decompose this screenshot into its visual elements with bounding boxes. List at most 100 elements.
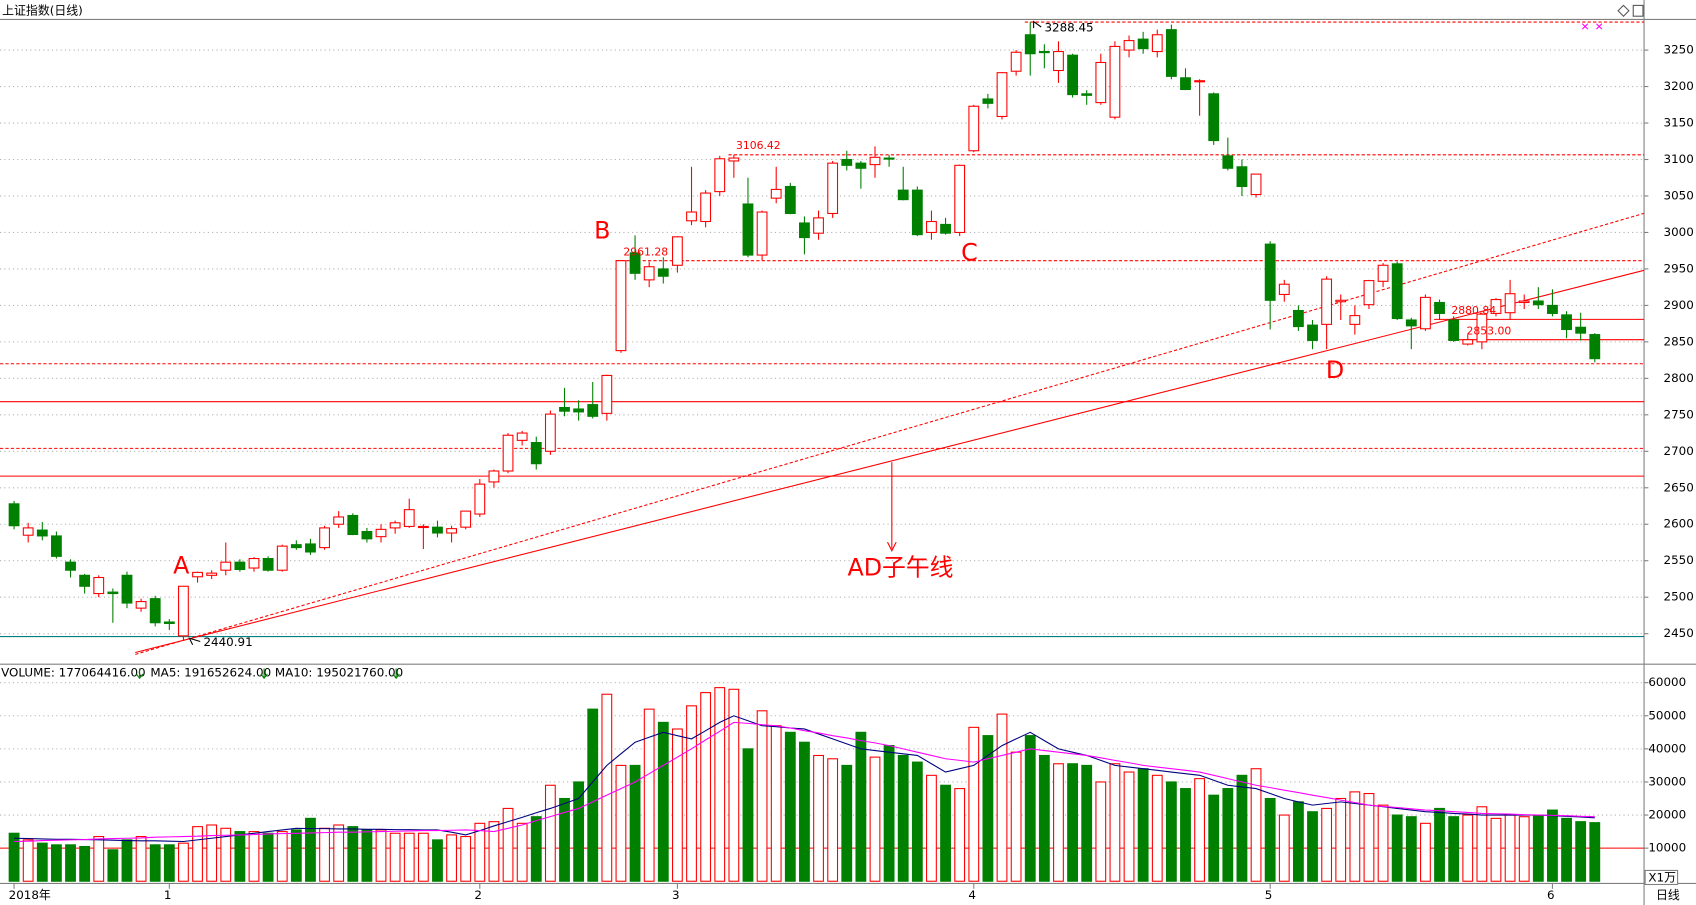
candle-body [657, 268, 669, 277]
candle-body [559, 406, 570, 412]
candle-body [1434, 301, 1445, 314]
candle-body [1377, 264, 1389, 282]
volume-bar [107, 849, 119, 882]
candle-body [700, 192, 712, 223]
legend-arrow [260, 668, 268, 680]
pointer [188, 637, 201, 645]
volume-bar [1067, 763, 1078, 882]
annotation: B [594, 217, 610, 245]
candle-body [79, 574, 91, 587]
candle-body [276, 545, 288, 571]
candle-body [502, 434, 514, 472]
candle-body [93, 576, 105, 595]
tool-icon[interactable] [1632, 4, 1644, 17]
x-tick-label: 4 [968, 888, 976, 902]
volume-bar [305, 817, 316, 882]
candle-body [643, 266, 655, 281]
tool-icon[interactable] [1617, 4, 1630, 17]
candle-body [1391, 263, 1403, 320]
volume-bar [1180, 788, 1191, 882]
candle-body [1532, 300, 1544, 306]
candle-body [1264, 243, 1276, 301]
candle-body [333, 516, 345, 525]
candle-body [220, 561, 232, 571]
volume-bar [262, 832, 274, 882]
candle-body [827, 162, 839, 215]
candle-body [65, 561, 76, 571]
candle-body [926, 220, 937, 233]
volume-bar [361, 829, 373, 882]
volume-bar [1335, 797, 1347, 882]
price-label: 2853.00 [1467, 325, 1512, 338]
y-tick-label: 2850 [1664, 334, 1694, 348]
legend-arrow [135, 668, 144, 680]
volume-bar [1222, 788, 1234, 882]
candle-body [488, 470, 500, 483]
candle-body [1095, 61, 1107, 104]
candle-body [1053, 50, 1064, 72]
volume-bar [897, 754, 909, 882]
candle-body [234, 561, 246, 571]
candle-body [446, 528, 458, 534]
volume-bar [756, 710, 768, 882]
y-tick-label: 50000 [1648, 708, 1686, 722]
volume-bar [1547, 809, 1558, 882]
y-tick-label: 30000 [1648, 774, 1686, 788]
volume-bar [474, 822, 486, 882]
x-tick-label: 2 [474, 888, 482, 902]
volume-bar [220, 827, 232, 882]
volume-bar [841, 764, 853, 882]
volume-bar [276, 831, 288, 882]
candle-body [1518, 300, 1530, 304]
volume-bar [573, 781, 585, 882]
volume-bar [50, 844, 62, 882]
candle-body [1307, 324, 1318, 341]
candle-body [1561, 314, 1572, 331]
candle-body [361, 531, 373, 540]
candle-body [629, 252, 641, 274]
candle-body [573, 408, 585, 413]
candle-body [1462, 339, 1474, 345]
candle-body [1038, 50, 1050, 54]
volume-bar [488, 821, 500, 882]
candle-body [1024, 34, 1036, 55]
volume-bar [460, 836, 472, 882]
volume-bar [1236, 774, 1248, 882]
volume-bar [79, 845, 91, 882]
volume-bar [1504, 814, 1516, 882]
candle-body [107, 591, 119, 595]
volume-bar [954, 788, 966, 882]
unit-label: X1万 [1648, 871, 1676, 885]
candle-body [516, 432, 528, 441]
volume-bar [121, 839, 133, 882]
candle-body [940, 223, 951, 234]
volume-bar [1208, 794, 1220, 882]
candle-body [671, 236, 683, 266]
volume-bar [940, 784, 951, 882]
volume-bar [827, 758, 839, 882]
x-tick-label: 5 [1265, 888, 1273, 902]
y-tick-label: 2750 [1664, 407, 1694, 421]
candle-body [1420, 296, 1431, 330]
candle-body [601, 374, 613, 414]
arrow-head [887, 541, 897, 552]
candle-body [460, 510, 472, 528]
volume-bar [178, 842, 189, 882]
volume-bar [389, 832, 401, 882]
candle-body [813, 217, 824, 234]
volume-bar [728, 688, 740, 882]
price-label: 3288.45 [1044, 21, 1093, 35]
volume-bar [587, 708, 599, 882]
candle-body [163, 621, 175, 625]
candle-body [587, 404, 599, 417]
candle-body [8, 503, 20, 527]
volume-bar [1151, 774, 1163, 882]
candle-body [206, 572, 218, 576]
volume-bar [403, 832, 415, 882]
candle-body [135, 601, 147, 609]
candle-body [1405, 319, 1417, 327]
candle-body [192, 571, 203, 578]
volume-bar [502, 807, 514, 882]
volume-bar [1391, 814, 1403, 882]
